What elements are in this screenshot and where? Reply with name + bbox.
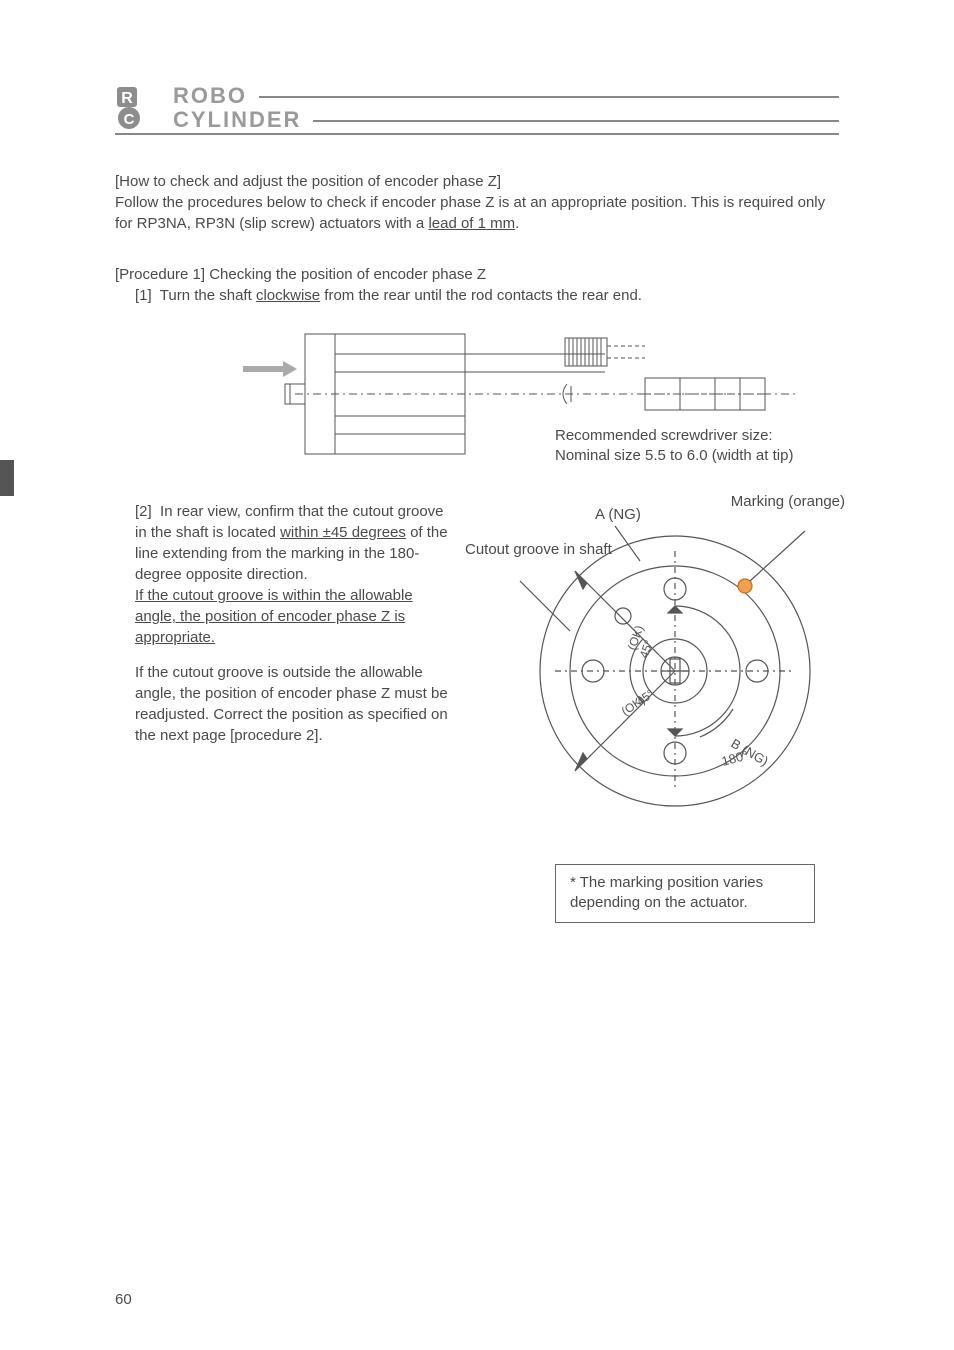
- figure-2: Cutout groove in shaft A (NG) Marking (o…: [475, 501, 835, 923]
- page-edge-tab: [0, 460, 14, 496]
- step-1-text-b: from the rear until the rod contacts the…: [320, 287, 642, 304]
- heading-procedure: [How to check and adjust the position of…: [115, 171, 839, 192]
- svg-text:C: C: [124, 111, 135, 128]
- figure-1: Recommended screwdriver size: Nominal si…: [235, 326, 795, 476]
- figure-2-note: * The marking position varies depending …: [555, 864, 815, 923]
- intro-underline: lead of 1 mm: [428, 215, 515, 232]
- fig2-label-a-ng: A (NG): [595, 506, 641, 525]
- procedure-1-block: [Procedure 1] Checking the position of e…: [115, 264, 839, 306]
- brand-header: R C ROBO CYLINDER: [115, 85, 839, 131]
- step-2-underline-1: within ±45 degrees: [280, 524, 406, 541]
- brand-text-line2: CYLINDER: [173, 109, 301, 131]
- fig2-label-marking: Marking (orange): [731, 493, 845, 512]
- intro-paragraph: Follow the procedures below to check if …: [115, 192, 839, 234]
- figure-1-caption: Recommended screwdriver size: Nominal si…: [555, 426, 793, 467]
- intro-text-end: .: [515, 215, 519, 232]
- step-1-number: [1]: [135, 287, 152, 304]
- brand-logo-icon: R C: [115, 86, 167, 130]
- brand-text-line1: ROBO: [173, 85, 247, 107]
- step-2-block: [2] In rear view, confirm that the cutou…: [115, 501, 839, 923]
- step-2-underline-2: If the cutout groove is within the allow…: [135, 587, 413, 646]
- page-content: R C ROBO CYLINDER [How to check and adju…: [0, 0, 954, 963]
- step-1: [1] Turn the shaft clockwise from the re…: [135, 285, 839, 306]
- fig2-label-cutout: Cutout groove in shaft: [465, 541, 612, 560]
- step-2-text: [2] In rear view, confirm that the cutou…: [135, 501, 455, 760]
- procedure-1-title: [Procedure 1] Checking the position of e…: [115, 264, 839, 285]
- svg-text:R: R: [121, 90, 133, 107]
- step-1-text-a: Turn the shaft: [160, 287, 256, 304]
- step-2-paragraph-2: If the cutout groove is outside the allo…: [135, 662, 455, 746]
- fig2-180-text: 180°: [720, 747, 750, 768]
- figure-2-svg: (OK) 45° (OK) 45° B (NG) 180°: [475, 521, 835, 841]
- page-number: 60: [115, 1291, 132, 1308]
- fig1-label-line2: Nominal size 5.5 to 6.0 (width at tip): [555, 446, 793, 466]
- fig1-label-line1: Recommended screwdriver size:: [555, 426, 793, 446]
- heading-text: [How to check and adjust the position of…: [115, 173, 501, 190]
- step-2-number: [2]: [135, 503, 152, 520]
- step-1-underline: clockwise: [256, 287, 320, 304]
